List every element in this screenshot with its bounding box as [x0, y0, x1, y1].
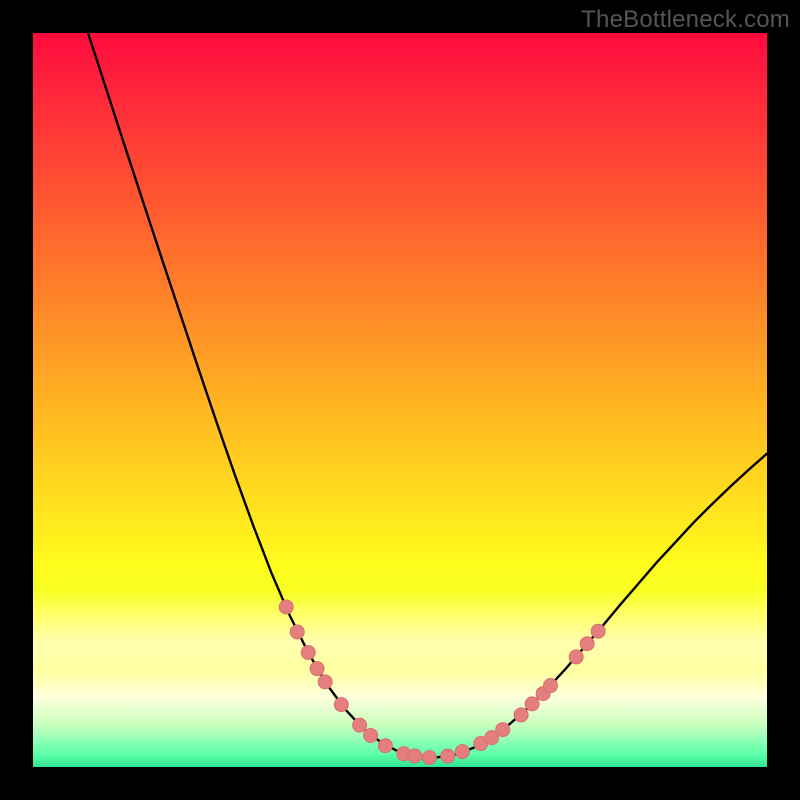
data-marker	[514, 708, 528, 722]
data-marker	[408, 749, 422, 763]
data-marker	[318, 675, 332, 689]
plot-overlay	[33, 33, 767, 767]
bottleneck-curve	[88, 33, 767, 757]
data-marker	[525, 697, 539, 711]
data-marker	[310, 662, 324, 676]
watermark-text: TheBottleneck.com	[581, 6, 790, 34]
chart-canvas: TheBottleneck.com	[0, 0, 800, 800]
data-marker	[279, 600, 293, 614]
data-marker	[543, 679, 557, 693]
data-marker	[301, 646, 315, 660]
data-marker	[353, 718, 367, 732]
data-marker	[580, 637, 594, 651]
data-marker	[364, 728, 378, 742]
data-marker	[455, 745, 469, 759]
data-marker	[496, 723, 510, 737]
data-marker	[569, 650, 583, 664]
data-marker	[334, 698, 348, 712]
plot-area	[33, 33, 767, 767]
data-marker	[378, 739, 392, 753]
data-marker	[290, 625, 304, 639]
data-marker	[422, 750, 436, 764]
data-marker	[591, 624, 605, 638]
data-marker	[441, 749, 455, 763]
